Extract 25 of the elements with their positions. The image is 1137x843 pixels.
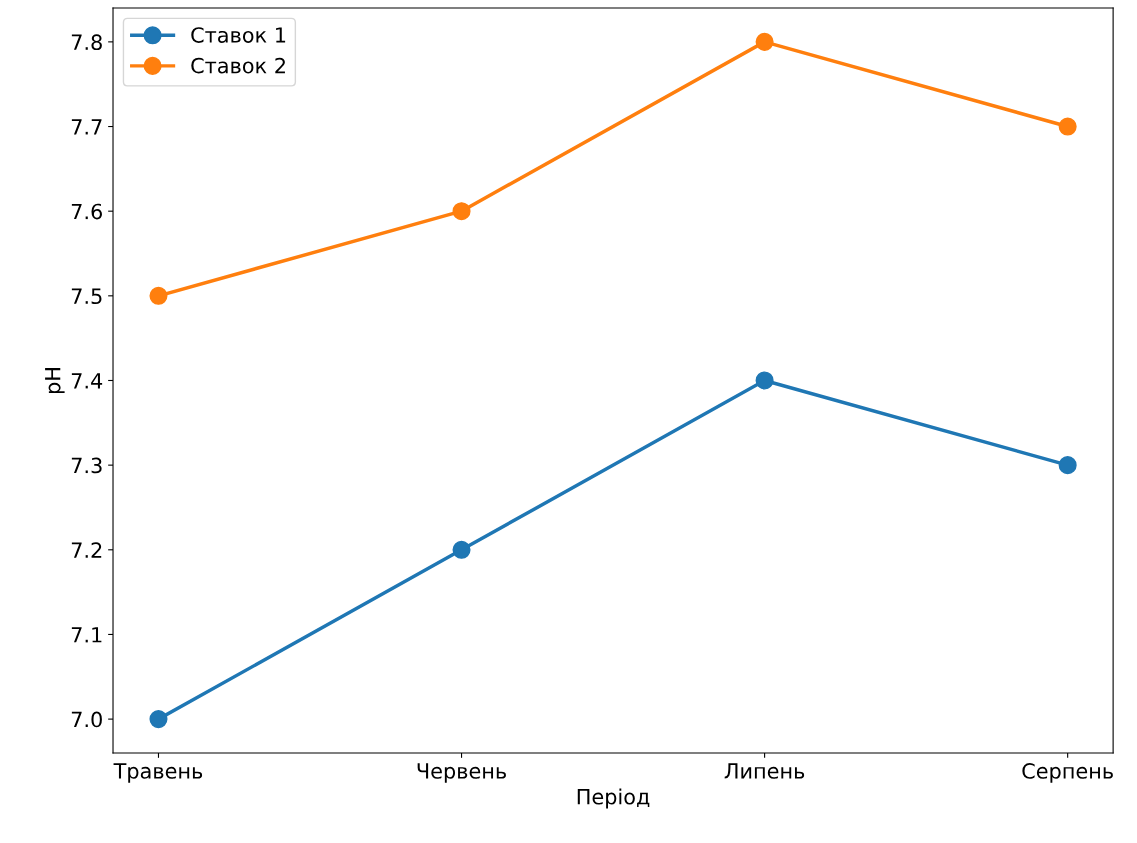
y-axis-title: pH	[45, 368, 65, 394]
y-tick-label: 7.4	[71, 373, 103, 389]
legend-label: Ставок 1	[191, 27, 286, 43]
y-tick-label: 7.3	[71, 457, 102, 474]
legend-label: Ставок 2	[191, 57, 285, 74]
point	[149, 710, 168, 729]
y-tick-label: 7.8	[71, 34, 102, 51]
point	[755, 32, 774, 51]
y-tick-label: 7.6	[71, 203, 102, 220]
x-tick-label: Травень	[113, 763, 203, 783]
point	[452, 540, 471, 559]
y-tick-label: 7.5	[71, 288, 102, 305]
x-tick-label: Серпень	[1022, 763, 1113, 783]
point	[1058, 117, 1077, 136]
y-tick-label: 7.7	[71, 119, 102, 135]
point	[755, 371, 774, 390]
point	[1058, 456, 1077, 475]
x-tick-label: Липень	[724, 763, 805, 779]
x-axis-title: Період	[577, 788, 650, 809]
point	[452, 202, 471, 221]
y-tick-label: 7.2	[71, 542, 102, 558]
y-tick-label: 7.1	[71, 627, 102, 643]
y-tick-label: 7.0	[71, 711, 102, 728]
x-tick-label: Червень	[417, 763, 506, 783]
point	[149, 286, 168, 305]
